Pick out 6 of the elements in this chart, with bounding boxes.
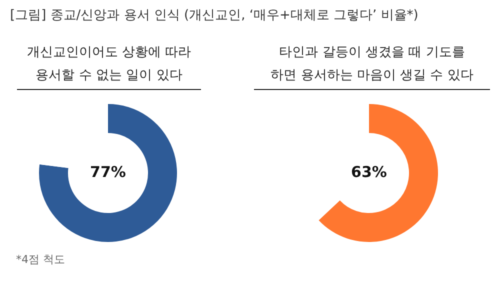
chart-title: 개신교인이어도 상황에 따라 용서할 수 없는 일이 있다: [17, 41, 201, 87]
data-label: 77%: [90, 162, 126, 181]
data-label: 63%: [351, 162, 387, 181]
text: *4점 척도: [16, 252, 65, 267]
chart-title: 타인과 갈등이 생겼을 때 기도를 하면 용서하는 마음이 생길 수 있다: [254, 41, 490, 87]
text: [그림] 종교/신앙과 용서 인식 (개신교인, ‘매우+대체로 그렇다’ 비율*): [10, 7, 420, 24]
